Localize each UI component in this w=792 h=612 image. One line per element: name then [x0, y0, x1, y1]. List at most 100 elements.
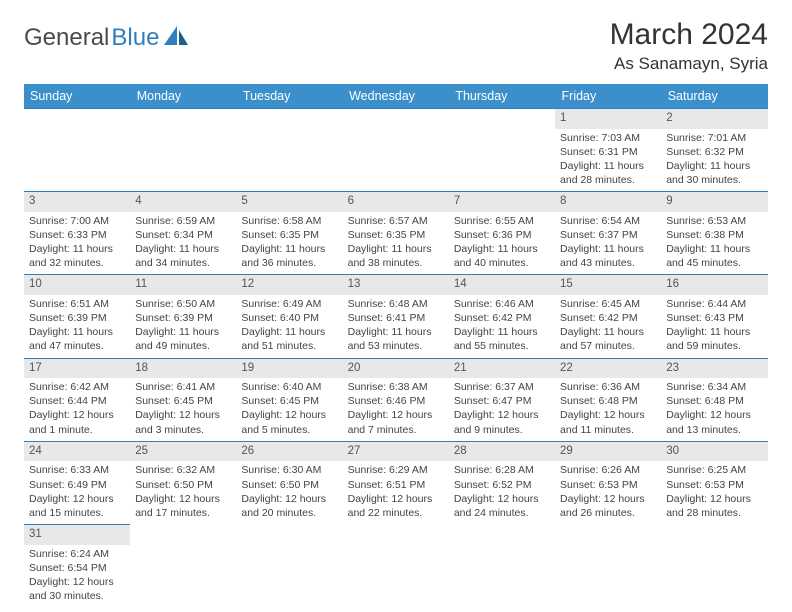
day-cell: 24Sunrise: 6:33 AMSunset: 6:49 PMDayligh…: [24, 441, 130, 524]
day-details: Sunrise: 6:42 AMSunset: 6:44 PMDaylight:…: [24, 378, 130, 441]
day-cell: 20Sunrise: 6:38 AMSunset: 6:46 PMDayligh…: [343, 358, 449, 441]
empty-cell: [130, 524, 236, 607]
day-number: 14: [449, 274, 555, 295]
weekday-header: Sunday: [24, 84, 130, 108]
day-details: Sunrise: 6:26 AMSunset: 6:53 PMDaylight:…: [555, 461, 661, 524]
day-details: Sunrise: 6:45 AMSunset: 6:42 PMDaylight:…: [555, 295, 661, 358]
day-number: 5: [236, 191, 342, 212]
day-number: 8: [555, 191, 661, 212]
day-number: 11: [130, 274, 236, 295]
day-cell: 25Sunrise: 6:32 AMSunset: 6:50 PMDayligh…: [130, 441, 236, 524]
empty-cell: [236, 108, 342, 191]
day-number: 4: [130, 191, 236, 212]
day-details: Sunrise: 6:32 AMSunset: 6:50 PMDaylight:…: [130, 461, 236, 524]
empty-cell: [24, 108, 130, 191]
day-cell: 9Sunrise: 6:53 AMSunset: 6:38 PMDaylight…: [661, 191, 767, 274]
day-number: 26: [236, 441, 342, 462]
day-details: Sunrise: 6:41 AMSunset: 6:45 PMDaylight:…: [130, 378, 236, 441]
day-number: 12: [236, 274, 342, 295]
weekday-header: Monday: [130, 84, 236, 108]
day-details: Sunrise: 6:38 AMSunset: 6:46 PMDaylight:…: [343, 378, 449, 441]
day-number: 1: [555, 108, 661, 129]
day-cell: 4Sunrise: 6:59 AMSunset: 6:34 PMDaylight…: [130, 191, 236, 274]
day-number: 22: [555, 358, 661, 379]
day-number: 23: [661, 358, 767, 379]
day-details: Sunrise: 6:59 AMSunset: 6:34 PMDaylight:…: [130, 212, 236, 275]
day-details: Sunrise: 6:46 AMSunset: 6:42 PMDaylight:…: [449, 295, 555, 358]
weekday-header: Thursday: [449, 84, 555, 108]
day-number: 31: [24, 524, 130, 545]
day-details: Sunrise: 6:36 AMSunset: 6:48 PMDaylight:…: [555, 378, 661, 441]
day-details: Sunrise: 6:55 AMSunset: 6:36 PMDaylight:…: [449, 212, 555, 275]
day-details: Sunrise: 6:29 AMSunset: 6:51 PMDaylight:…: [343, 461, 449, 524]
day-number: 24: [24, 441, 130, 462]
day-number: 27: [343, 441, 449, 462]
day-details: Sunrise: 7:01 AMSunset: 6:32 PMDaylight:…: [661, 129, 767, 192]
day-cell: 18Sunrise: 6:41 AMSunset: 6:45 PMDayligh…: [130, 358, 236, 441]
day-cell: 23Sunrise: 6:34 AMSunset: 6:48 PMDayligh…: [661, 358, 767, 441]
calendar-table: SundayMondayTuesdayWednesdayThursdayFrid…: [24, 84, 768, 607]
empty-cell: [555, 524, 661, 607]
day-number: 30: [661, 441, 767, 462]
day-details: Sunrise: 6:54 AMSunset: 6:37 PMDaylight:…: [555, 212, 661, 275]
day-details: Sunrise: 6:25 AMSunset: 6:53 PMDaylight:…: [661, 461, 767, 524]
empty-cell: [661, 524, 767, 607]
empty-cell: [130, 108, 236, 191]
location: As Sanamayn, Syria: [610, 54, 768, 74]
weekday-header: Friday: [555, 84, 661, 108]
empty-cell: [343, 524, 449, 607]
calendar-row: 1Sunrise: 7:03 AMSunset: 6:31 PMDaylight…: [24, 108, 768, 191]
day-cell: 17Sunrise: 6:42 AMSunset: 6:44 PMDayligh…: [24, 358, 130, 441]
day-cell: 13Sunrise: 6:48 AMSunset: 6:41 PMDayligh…: [343, 274, 449, 357]
day-number: 6: [343, 191, 449, 212]
day-number: 28: [449, 441, 555, 462]
day-details: Sunrise: 6:51 AMSunset: 6:39 PMDaylight:…: [24, 295, 130, 358]
day-cell: 28Sunrise: 6:28 AMSunset: 6:52 PMDayligh…: [449, 441, 555, 524]
logo-text-blue: Blue: [111, 24, 159, 52]
day-cell: 27Sunrise: 6:29 AMSunset: 6:51 PMDayligh…: [343, 441, 449, 524]
day-details: Sunrise: 6:33 AMSunset: 6:49 PMDaylight:…: [24, 461, 130, 524]
day-details: Sunrise: 6:30 AMSunset: 6:50 PMDaylight:…: [236, 461, 342, 524]
logo: General Blue: [24, 24, 189, 52]
day-cell: 3Sunrise: 7:00 AMSunset: 6:33 PMDaylight…: [24, 191, 130, 274]
day-cell: 12Sunrise: 6:49 AMSunset: 6:40 PMDayligh…: [236, 274, 342, 357]
logo-sail-icon: [163, 25, 189, 52]
weekday-header: Tuesday: [236, 84, 342, 108]
day-details: Sunrise: 6:44 AMSunset: 6:43 PMDaylight:…: [661, 295, 767, 358]
day-details: Sunrise: 6:37 AMSunset: 6:47 PMDaylight:…: [449, 378, 555, 441]
day-number: 19: [236, 358, 342, 379]
day-number: 16: [661, 274, 767, 295]
calendar-row: 17Sunrise: 6:42 AMSunset: 6:44 PMDayligh…: [24, 358, 768, 441]
weekday-header-row: SundayMondayTuesdayWednesdayThursdayFrid…: [24, 84, 768, 108]
empty-cell: [343, 108, 449, 191]
day-cell: 10Sunrise: 6:51 AMSunset: 6:39 PMDayligh…: [24, 274, 130, 357]
logo-text-general: General: [24, 24, 109, 52]
day-cell: 2Sunrise: 7:01 AMSunset: 6:32 PMDaylight…: [661, 108, 767, 191]
day-details: Sunrise: 6:24 AMSunset: 6:54 PMDaylight:…: [24, 545, 130, 608]
day-cell: 5Sunrise: 6:58 AMSunset: 6:35 PMDaylight…: [236, 191, 342, 274]
day-number: 21: [449, 358, 555, 379]
day-cell: 30Sunrise: 6:25 AMSunset: 6:53 PMDayligh…: [661, 441, 767, 524]
day-number: 2: [661, 108, 767, 129]
day-cell: 8Sunrise: 6:54 AMSunset: 6:37 PMDaylight…: [555, 191, 661, 274]
day-number: 20: [343, 358, 449, 379]
day-cell: 31Sunrise: 6:24 AMSunset: 6:54 PMDayligh…: [24, 524, 130, 607]
calendar-row: 3Sunrise: 7:00 AMSunset: 6:33 PMDaylight…: [24, 191, 768, 274]
day-details: Sunrise: 7:03 AMSunset: 6:31 PMDaylight:…: [555, 129, 661, 192]
day-number: 17: [24, 358, 130, 379]
day-number: 7: [449, 191, 555, 212]
day-number: 9: [661, 191, 767, 212]
weekday-header: Wednesday: [343, 84, 449, 108]
day-details: Sunrise: 6:57 AMSunset: 6:35 PMDaylight:…: [343, 212, 449, 275]
calendar-row: 31Sunrise: 6:24 AMSunset: 6:54 PMDayligh…: [24, 524, 768, 607]
day-details: Sunrise: 6:58 AMSunset: 6:35 PMDaylight:…: [236, 212, 342, 275]
day-cell: 29Sunrise: 6:26 AMSunset: 6:53 PMDayligh…: [555, 441, 661, 524]
day-number: 3: [24, 191, 130, 212]
day-number: 18: [130, 358, 236, 379]
empty-cell: [236, 524, 342, 607]
day-details: Sunrise: 6:49 AMSunset: 6:40 PMDaylight:…: [236, 295, 342, 358]
day-details: Sunrise: 6:48 AMSunset: 6:41 PMDaylight:…: [343, 295, 449, 358]
empty-cell: [449, 524, 555, 607]
day-cell: 19Sunrise: 6:40 AMSunset: 6:45 PMDayligh…: [236, 358, 342, 441]
day-details: Sunrise: 6:50 AMSunset: 6:39 PMDaylight:…: [130, 295, 236, 358]
